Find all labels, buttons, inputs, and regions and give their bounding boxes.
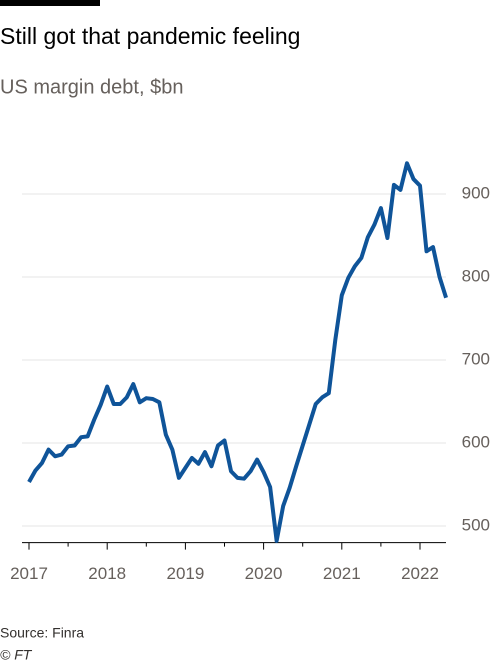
x-tick-label: 2018 — [88, 564, 126, 583]
x-tick-label: 2021 — [323, 564, 361, 583]
y-tick-label: 600 — [462, 432, 490, 451]
y-tick-label: 700 — [462, 349, 490, 368]
x-tick-label: 2017 — [10, 564, 48, 583]
source: Source: Finra — [0, 625, 84, 641]
y-tick-label: 800 — [462, 266, 490, 285]
credit: © FT — [0, 647, 33, 663]
y-tick-label: 900 — [462, 183, 490, 202]
x-tick-label: 2020 — [245, 564, 283, 583]
chart-subtitle: US margin debt, $bn — [0, 76, 183, 98]
y-tick-label: 500 — [462, 515, 490, 534]
line — [27, 161, 448, 543]
x-tick-label: 2019 — [166, 564, 204, 583]
x-tick-label: 2022 — [401, 564, 439, 583]
brand-bar — [0, 0, 100, 6]
chart-title: Still got that pandemic feeling — [0, 23, 300, 49]
